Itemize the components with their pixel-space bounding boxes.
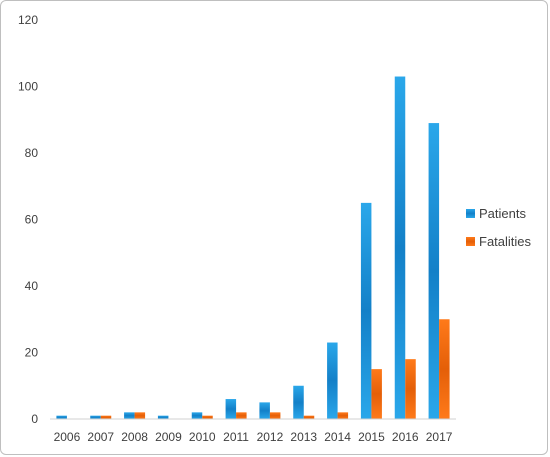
legend: Patients Fatalities [466, 206, 532, 249]
bar-fatalities-2010 [202, 415, 213, 419]
legend-label-fatalities: Fatalities [479, 234, 532, 249]
bar-fatalities-2014 [337, 412, 349, 419]
bar-patients-2012 [259, 402, 270, 419]
bars [56, 76, 450, 420]
bar-patients-2011 [225, 399, 237, 419]
y-tick-label: 100 [18, 80, 38, 94]
legend-label-patients: Patients [479, 206, 526, 221]
x-tick-label: 2017 [426, 430, 453, 444]
legend-swatch-fatalities [466, 237, 475, 246]
x-tick-label: 2011 [223, 430, 249, 444]
bar-patients-2006 [56, 415, 67, 419]
bar-patients-2017 [428, 123, 440, 419]
x-tick-label: 2013 [290, 430, 317, 444]
x-tick-label: 2006 [54, 430, 81, 444]
x-tick-label: 2007 [87, 430, 114, 444]
bar-patients-2009 [157, 415, 169, 419]
bar-patients-2013 [293, 385, 304, 419]
bar-fatalities-2013 [303, 415, 315, 419]
x-tick-label: 2015 [358, 430, 385, 444]
bar-patients-2010 [191, 412, 203, 419]
legend-swatch-patients [466, 209, 475, 218]
x-tick-label: 2008 [121, 430, 148, 444]
y-tick-label: 40 [25, 279, 39, 293]
x-tick-label: 2010 [189, 430, 216, 444]
y-axis-ticks: 0 20 40 60 80 100 120 [18, 13, 38, 426]
bar-patients-2014 [327, 342, 338, 419]
y-tick-label: 20 [25, 346, 39, 360]
x-tick-label: 2016 [392, 430, 419, 444]
bar-patients-2016 [394, 76, 406, 420]
y-tick-label: 80 [25, 146, 39, 160]
bar-patients-2015 [360, 202, 372, 419]
y-tick-label: 120 [18, 13, 38, 27]
y-tick-label: 60 [25, 213, 39, 227]
x-tick-label: 2009 [155, 430, 182, 444]
bar-patients-2008 [124, 412, 135, 419]
bar-fatalities-2015 [371, 369, 382, 419]
bar-fatalities-2016 [405, 359, 416, 419]
bar-fatalities-2011 [236, 412, 247, 419]
x-tick-label: 2012 [257, 430, 284, 444]
x-axis-ticks: 2006 2007 2008 2009 2010 2011 2012 2013 2014 2015… [54, 430, 453, 444]
y-tick-label: 0 [31, 412, 38, 426]
bar-fatalities-2007 [100, 415, 112, 419]
bar-fatalities-2008 [134, 412, 146, 419]
bar-fatalities-2012 [269, 412, 281, 419]
x-tick-label: 2014 [324, 430, 351, 444]
bar-fatalities-2017 [439, 319, 450, 419]
bar-patients-2007 [90, 415, 101, 419]
